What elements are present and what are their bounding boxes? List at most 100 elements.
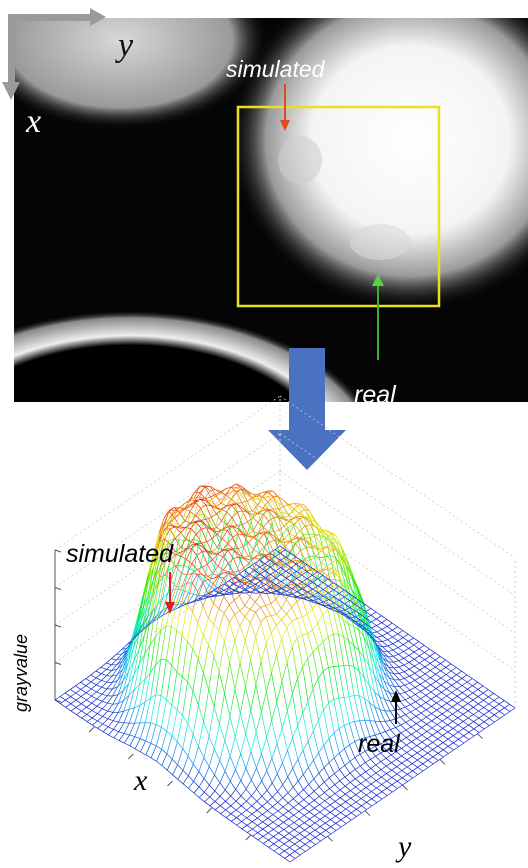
mesh-line: [321, 834, 326, 838]
mesh-line: [494, 708, 499, 712]
mesh-line: [371, 784, 376, 788]
mesh-line: [407, 764, 412, 767]
mesh-line: [420, 660, 425, 663]
mesh-line: [102, 709, 107, 711]
mesh-line: [305, 841, 310, 845]
mesh-line: [341, 805, 346, 809]
mesh-line: [441, 682, 446, 686]
mesh-line: [351, 791, 356, 795]
mesh-line: [288, 768, 293, 777]
mesh-line: [193, 705, 198, 735]
mesh-line: [222, 539, 227, 544]
mesh-line: [367, 799, 372, 803]
mesh-line: [210, 797, 215, 802]
mesh-line: [173, 765, 178, 775]
mesh-line: [441, 675, 446, 678]
mesh-line: [269, 847, 274, 851]
mesh-line: [453, 743, 458, 747]
mesh-line: [467, 682, 472, 686]
mesh-line: [412, 742, 417, 746]
mesh-line: [193, 764, 198, 772]
mesh-line: [242, 825, 247, 829]
mesh-line: [246, 801, 251, 806]
mesh-line: [294, 815, 299, 819]
mesh-line: [382, 636, 387, 640]
mesh-line: [394, 668, 399, 674]
mesh-line: [330, 789, 335, 794]
mesh-line: [393, 644, 398, 648]
mesh-line: [484, 726, 489, 730]
mesh-line: [276, 614, 281, 620]
mesh-line: [484, 722, 489, 726]
mesh-line: [345, 777, 350, 782]
mesh-line: [92, 711, 97, 714]
mesh-line: [199, 747, 204, 758]
mesh-line: [327, 562, 332, 566]
mesh-line: [376, 765, 381, 770]
mesh-line: [263, 840, 268, 844]
mesh-line: [97, 687, 102, 692]
mesh-line: [283, 798, 288, 803]
mesh-line: [377, 629, 382, 632]
mesh-line: [376, 616, 381, 619]
mesh-line: [230, 689, 235, 716]
page: y x simulated real simulated real grayva…: [0, 0, 528, 868]
mesh-line: [278, 798, 283, 803]
mesh-line: [407, 753, 412, 757]
mesh-line: [400, 685, 405, 686]
mesh-line: [71, 693, 76, 697]
mesh-line: [313, 630, 318, 647]
mesh-line: [293, 521, 298, 525]
mesh-line: [235, 714, 240, 737]
mesh-line: [240, 617, 245, 626]
mesh-line: [156, 727, 161, 746]
mesh-line: [406, 722, 411, 727]
mesh-line: [157, 761, 162, 765]
mesh-line: [340, 781, 345, 786]
mesh-line: [236, 490, 241, 491]
mesh-line: [377, 637, 382, 641]
mesh-line: [329, 778, 334, 785]
mesh-line: [387, 633, 392, 637]
mesh-line: [404, 662, 409, 665]
mesh-line: [349, 723, 354, 741]
mesh-line: [259, 541, 264, 547]
mesh-line: [367, 806, 372, 810]
mesh-line: [432, 721, 437, 725]
mesh-line: [300, 848, 305, 852]
mesh-line: [392, 630, 397, 634]
mesh-line: [473, 711, 478, 715]
mesh-line: [70, 689, 75, 693]
mesh-line: [372, 628, 377, 632]
mesh-line: [381, 762, 386, 767]
mesh-line: [262, 754, 267, 771]
mesh-line: [404, 648, 409, 651]
mesh-line: [297, 638, 302, 667]
mesh-line: [247, 511, 252, 512]
mesh-line: [207, 564, 212, 574]
mesh-line: [458, 721, 463, 725]
mesh-line: [273, 822, 278, 826]
mesh-line: [372, 799, 377, 803]
mesh-line: [124, 733, 129, 735]
mesh-line: [236, 796, 241, 801]
mesh-line: [504, 701, 509, 705]
mesh-line: [294, 826, 299, 830]
mesh-line: [473, 686, 478, 690]
y-tick: [403, 785, 408, 790]
mesh-line: [404, 676, 409, 678]
mesh-line: [278, 792, 283, 798]
mesh-line: [198, 673, 203, 705]
z-tick: [55, 663, 61, 665]
mesh-line: [381, 770, 386, 774]
mesh-line: [468, 718, 473, 722]
mesh-line: [392, 781, 397, 785]
mesh-line: [304, 819, 309, 823]
mesh-line: [279, 844, 284, 848]
mesh-line: [398, 631, 403, 634]
mesh-line: [185, 524, 190, 528]
mesh-line: [230, 756, 235, 770]
mesh-line: [219, 630, 224, 642]
mesh-line: [427, 735, 432, 739]
mesh-line: [266, 616, 271, 617]
